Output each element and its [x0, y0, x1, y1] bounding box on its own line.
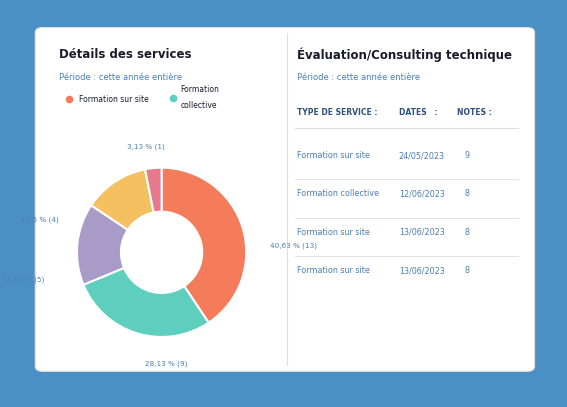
Text: 13/06/2023: 13/06/2023 — [399, 266, 445, 275]
Text: 40,63 % (13): 40,63 % (13) — [270, 242, 317, 249]
Wedge shape — [83, 268, 209, 337]
Text: 8: 8 — [464, 266, 469, 275]
Wedge shape — [77, 205, 128, 285]
FancyBboxPatch shape — [35, 28, 535, 371]
Text: Période : cette année entière: Période : cette année entière — [60, 72, 183, 82]
Text: Formation: Formation — [181, 85, 219, 94]
Text: NOTES :: NOTES : — [457, 108, 492, 117]
Text: DATES   :: DATES : — [399, 108, 438, 117]
Text: 8: 8 — [464, 189, 469, 199]
Text: 8: 8 — [464, 228, 469, 237]
Text: Formation sur site: Formation sur site — [297, 151, 370, 160]
Text: 12/06/2023: 12/06/2023 — [399, 189, 445, 199]
Text: Formation sur site: Formation sur site — [297, 228, 370, 237]
Text: 28,13 % (9): 28,13 % (9) — [145, 361, 187, 368]
Wedge shape — [91, 169, 154, 230]
Text: 13/06/2023: 13/06/2023 — [399, 228, 445, 237]
Text: Évaluation/Consulting technique: Évaluation/Consulting technique — [297, 48, 512, 62]
Text: Période : cette année entière: Période : cette année entière — [297, 72, 420, 82]
Text: 9: 9 — [464, 151, 469, 160]
Text: 3,13 % (1): 3,13 % (1) — [128, 143, 165, 150]
Text: collective: collective — [181, 101, 217, 110]
Wedge shape — [145, 168, 162, 212]
Text: Détails des services: Détails des services — [60, 48, 192, 61]
Wedge shape — [162, 168, 246, 323]
Text: Formation sur site: Formation sur site — [297, 266, 370, 275]
Text: 15,63 % (5): 15,63 % (5) — [2, 276, 45, 283]
Text: 12,5 % (4): 12,5 % (4) — [20, 217, 58, 223]
Text: TYPE DE SERVICE :: TYPE DE SERVICE : — [297, 108, 378, 117]
Text: Formation collective: Formation collective — [297, 189, 379, 199]
Text: 24/05/2023: 24/05/2023 — [399, 151, 445, 160]
Text: Formation sur site: Formation sur site — [79, 95, 149, 104]
